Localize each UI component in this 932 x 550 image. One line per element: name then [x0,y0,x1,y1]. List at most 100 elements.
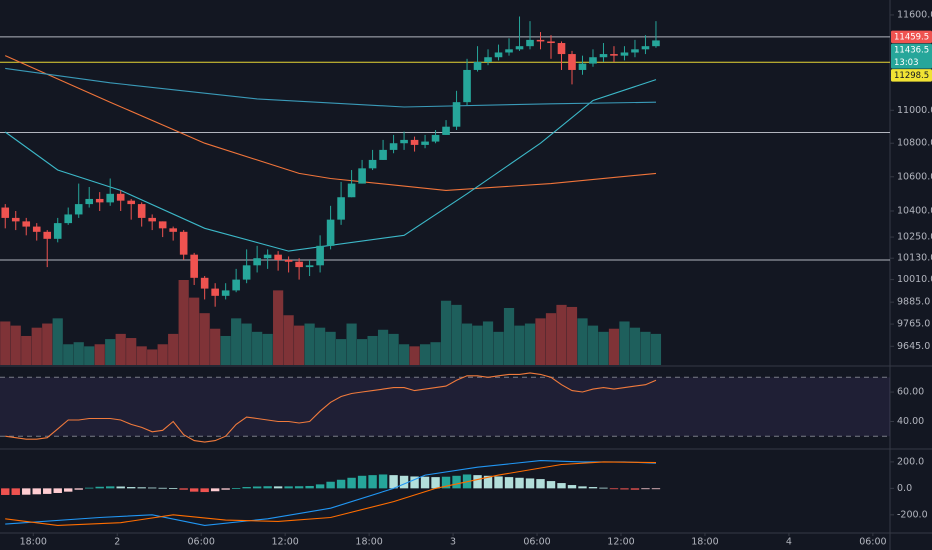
macd-histogram-bar [368,475,377,489]
candle-body [274,254,282,260]
candle-body [263,254,272,259]
macd-histogram-bar [32,488,41,495]
y-tick-label: 0.0 [897,483,912,494]
macd-line [5,460,657,526]
macd-histogram-bar [389,475,398,489]
macd-histogram-bar [43,488,52,494]
macd-histogram-bar [189,488,199,492]
candle-body [22,221,31,227]
macd-histogram-bar [557,483,566,489]
x-tick-label: 18:00 [691,537,718,548]
volume-bar [189,297,200,365]
macd-histogram-bar [221,488,230,490]
volume-bar [115,333,126,365]
volume-bar [136,346,147,365]
candle-body [148,217,156,222]
macd-histogram-bar [11,488,20,495]
candle-body [589,57,597,64]
candle-body [400,139,408,144]
x-tick-label: 18:00 [20,537,47,548]
y-tick-label: 11600.0 [897,9,932,20]
candle-body [442,126,450,135]
candle-body [379,149,387,160]
macd-histogram-bar [168,488,178,489]
y-tick-label: 10250.0 [897,232,932,243]
price-label-badge [891,43,932,69]
candle-body [536,39,545,42]
macd-histogram-bar [179,488,188,490]
price-label: 11459.5 [894,33,929,43]
macd-histogram-bar [452,475,461,489]
volume-bar [598,331,609,365]
macd-histogram-bar [588,487,598,489]
candle-body [652,40,660,47]
candle-body [494,52,503,58]
y-tick-label: 40.00 [897,416,924,427]
macd-histogram-bar [357,475,367,489]
volume-bar [252,331,263,365]
volume-bar [157,344,168,365]
candle-body [253,258,261,266]
volume-bar [472,325,483,365]
volume-bar [398,344,410,365]
candle-body [158,221,167,229]
candle-body [368,159,377,169]
candle-body [421,141,429,145]
volume-bar [241,323,252,365]
candle-body [547,41,555,44]
volume-bar [73,342,84,365]
candle-body [505,49,513,53]
volume-bar [283,315,294,365]
macd-histogram-bar [483,475,493,489]
y-tick-label: 9765.0 [897,319,930,330]
candle-body [463,69,471,103]
macd-histogram-bar [630,488,640,490]
macd-histogram-bar [22,488,31,495]
macd-histogram-bar [378,474,388,489]
candle-body [169,228,177,232]
macd-histogram-bar [305,485,314,489]
y-tick-label: -200.0 [897,509,928,520]
candle-body [242,265,251,280]
macd-histogram-bar [326,481,335,489]
volume-bar [608,328,620,365]
macd-histogram-bar [273,486,283,489]
macd-histogram-bar [473,475,482,489]
volume-bar [545,313,557,365]
macd-histogram-bar [431,477,440,489]
candle-body [347,183,356,198]
candle-body [557,43,566,55]
volume-bar [105,339,116,365]
x-tick-label: 06:00 [523,537,550,548]
volume-bar [461,323,473,365]
macd-histogram-bar [347,477,356,489]
price-label: 11298.5 [894,71,929,81]
macd-histogram-bar [200,488,209,493]
volume-bar [220,335,231,365]
y-tick-label: 10010.0 [897,274,932,285]
macd-histogram-bar [106,486,115,489]
candle-body [526,39,534,47]
macd-histogram-bar [620,488,629,490]
candle-body [221,290,230,296]
candle-body [515,46,524,50]
macd-histogram-bar [126,487,136,489]
candle-body [295,261,303,268]
macd-histogram-bar [578,486,587,489]
macd-histogram-bar [536,479,545,489]
volume-bar [587,325,599,365]
x-tick-label: 12:00 [607,537,634,548]
candle-body [116,193,125,201]
candle-body [431,134,440,142]
candle-body [74,204,83,215]
macd-histogram-bar [210,488,220,492]
volume-bar [168,333,179,365]
candle-body [452,102,461,127]
volume-bar [52,318,63,365]
y-tick-label: 9645.0 [897,341,930,352]
macd-histogram-bar [53,488,62,493]
volume-bar [388,333,399,365]
candle-body [106,193,115,203]
y-tick-label: 9885.0 [897,297,930,308]
candle-body [358,168,366,184]
